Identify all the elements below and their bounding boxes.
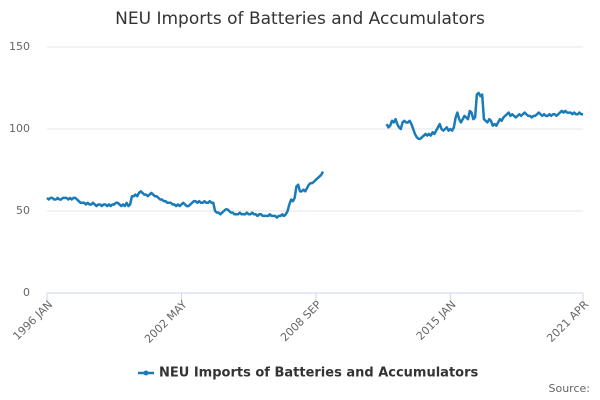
y-tick-label: 0 [23,286,30,299]
chart-title: NEU Imports of Batteries and Accumulator… [115,9,485,29]
x-tick-label: 2008 SEP [278,298,324,344]
x-tick-label: 2021 APR [544,298,591,345]
y-tick-label: 50 [16,204,30,217]
x-tick-label: 2002 MAY [142,298,190,346]
source: Source: [549,382,591,395]
legend-label: NEU Imports of Batteries and Accumulator… [159,366,479,381]
x-tick-label: 2015 JAN [414,298,459,343]
series-line [46,91,583,219]
x-tick-label: 1996 JAN [10,298,55,343]
legend-marker [143,370,149,376]
y-tick-label: 100 [9,122,30,135]
y-tick-label: 150 [9,40,30,53]
